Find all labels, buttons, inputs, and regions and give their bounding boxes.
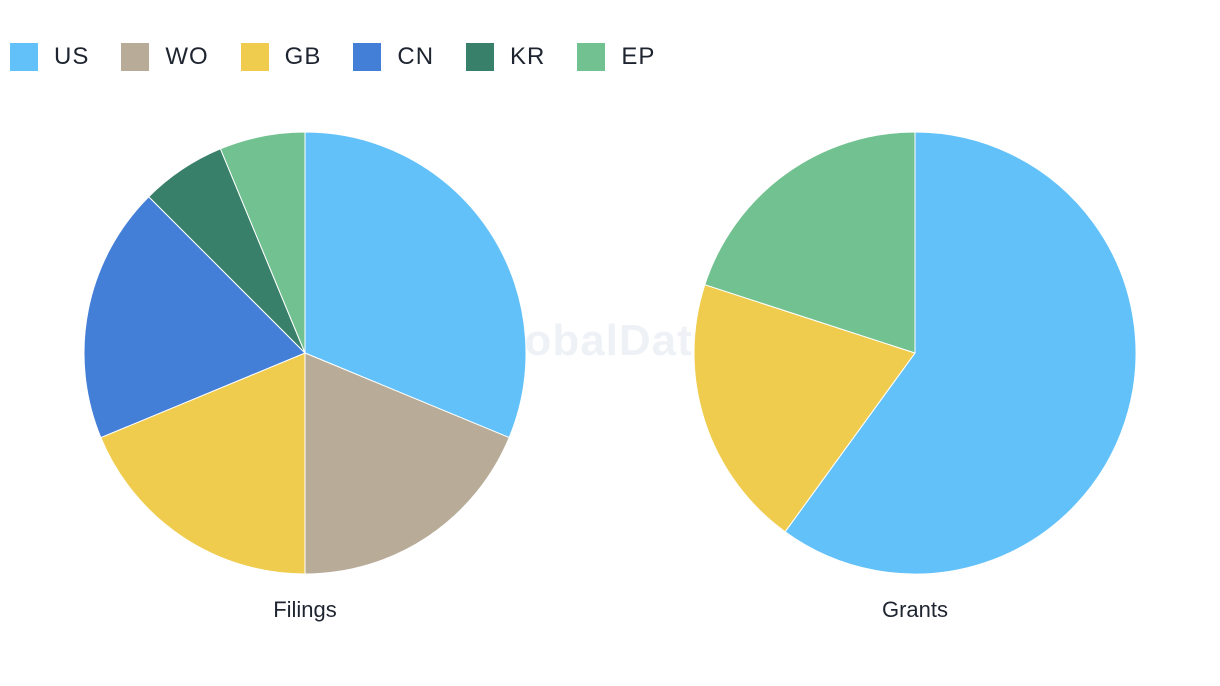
legend-swatch <box>121 43 150 71</box>
legend-label: KR <box>510 43 546 70</box>
legend-item-cn[interactable]: CN <box>353 43 434 71</box>
legend-item-kr[interactable]: KR <box>466 43 545 71</box>
legend-label: WO <box>165 43 209 70</box>
grants-caption: Grants <box>882 597 948 622</box>
pie-slice-us[interactable] <box>784 131 1137 575</box>
legend-swatch <box>466 43 495 71</box>
legend-swatch <box>10 43 38 71</box>
pie-slice-ep[interactable] <box>704 131 916 354</box>
legend-item-us[interactable]: US <box>10 43 89 71</box>
legend-item-ep[interactable]: EP <box>577 43 655 71</box>
legend-label: GB <box>284 43 322 70</box>
pie-slice-wo[interactable] <box>304 352 510 575</box>
legend-label: EP <box>621 43 656 70</box>
pie-slice-ep[interactable] <box>219 131 306 354</box>
legend-item-wo[interactable]: WO <box>121 43 208 71</box>
legend-swatch <box>353 43 382 71</box>
legend: US WO GB CN KR EP <box>10 40 687 74</box>
filings-pie <box>83 131 527 575</box>
legend-swatch <box>577 43 606 71</box>
grants-pie <box>693 131 1137 575</box>
legend-swatch <box>240 43 269 71</box>
pie-slice-gb[interactable] <box>100 352 306 575</box>
pie-slice-us[interactable] <box>304 131 527 439</box>
legend-label: US <box>54 43 90 70</box>
pie-slice-cn[interactable] <box>83 196 306 439</box>
filings-caption: Filings <box>273 597 337 622</box>
legend-item-gb[interactable]: GB <box>240 43 322 71</box>
legend-label: CN <box>397 43 435 70</box>
pie-slice-gb[interactable] <box>693 284 916 533</box>
